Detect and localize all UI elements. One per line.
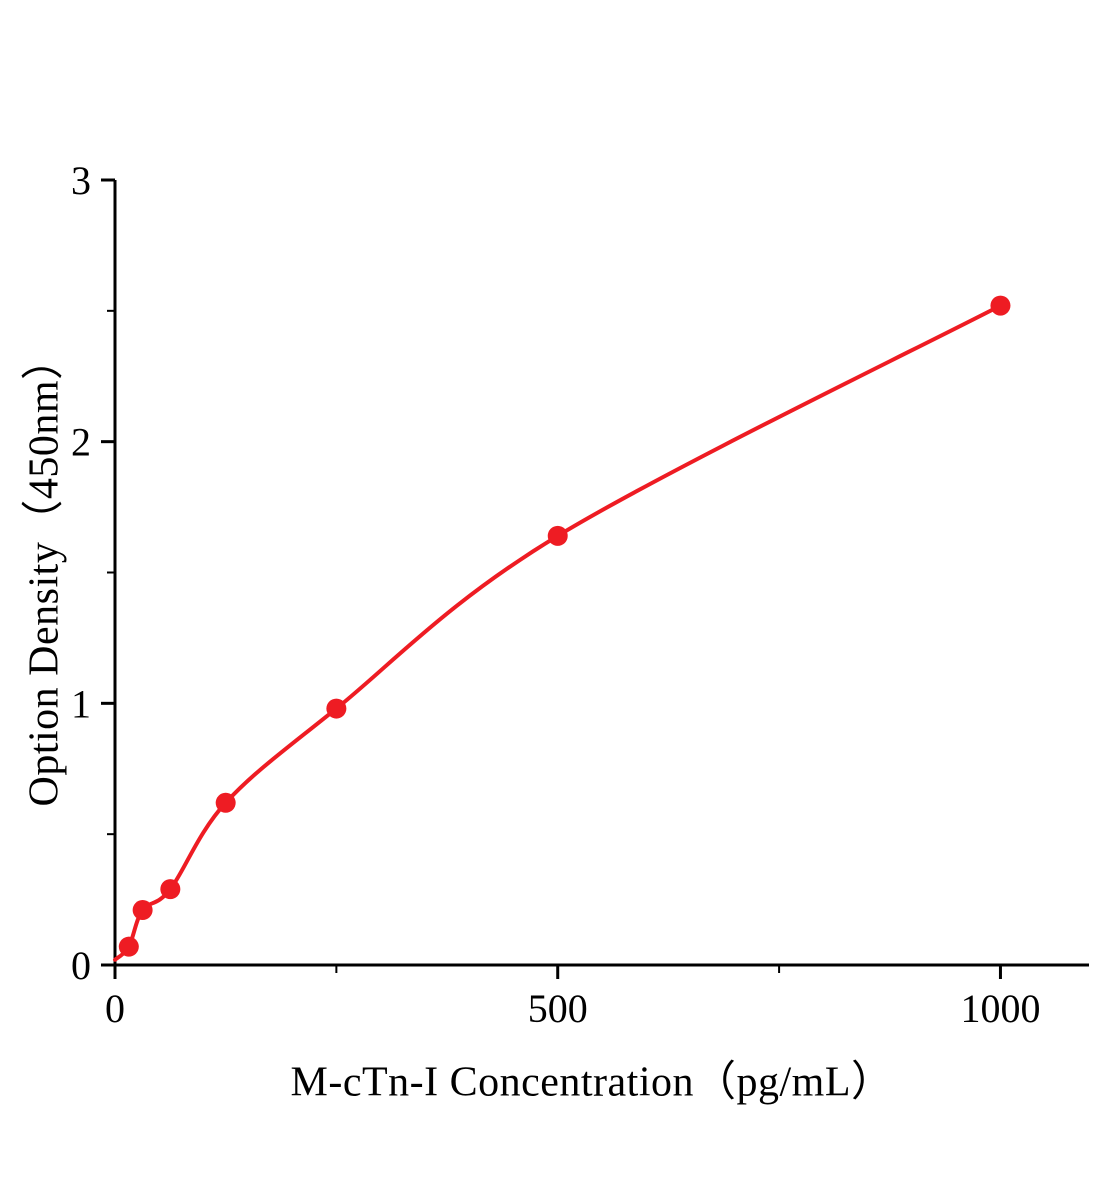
x-axis-label: M-cTn-I Concentration（pg/mL） [290,1059,894,1106]
data-point [215,792,236,813]
fit-curve [113,303,1003,962]
data-point [160,879,181,900]
x-tick-label: 500 [528,986,588,1031]
y-axis-label: Option Density（450nm） [21,337,68,807]
data-point [547,525,568,546]
y-tick-label: 2 [71,420,91,465]
data-point [132,900,153,921]
data-point [326,698,347,719]
x-tick-label: 1000 [960,986,1040,1031]
x-tick-label: 0 [105,986,125,1031]
data-point [990,295,1011,316]
y-tick-label: 1 [71,681,91,726]
y-tick-label: 0 [71,943,91,988]
y-tick-label: 3 [71,158,91,203]
data-point [118,936,139,957]
